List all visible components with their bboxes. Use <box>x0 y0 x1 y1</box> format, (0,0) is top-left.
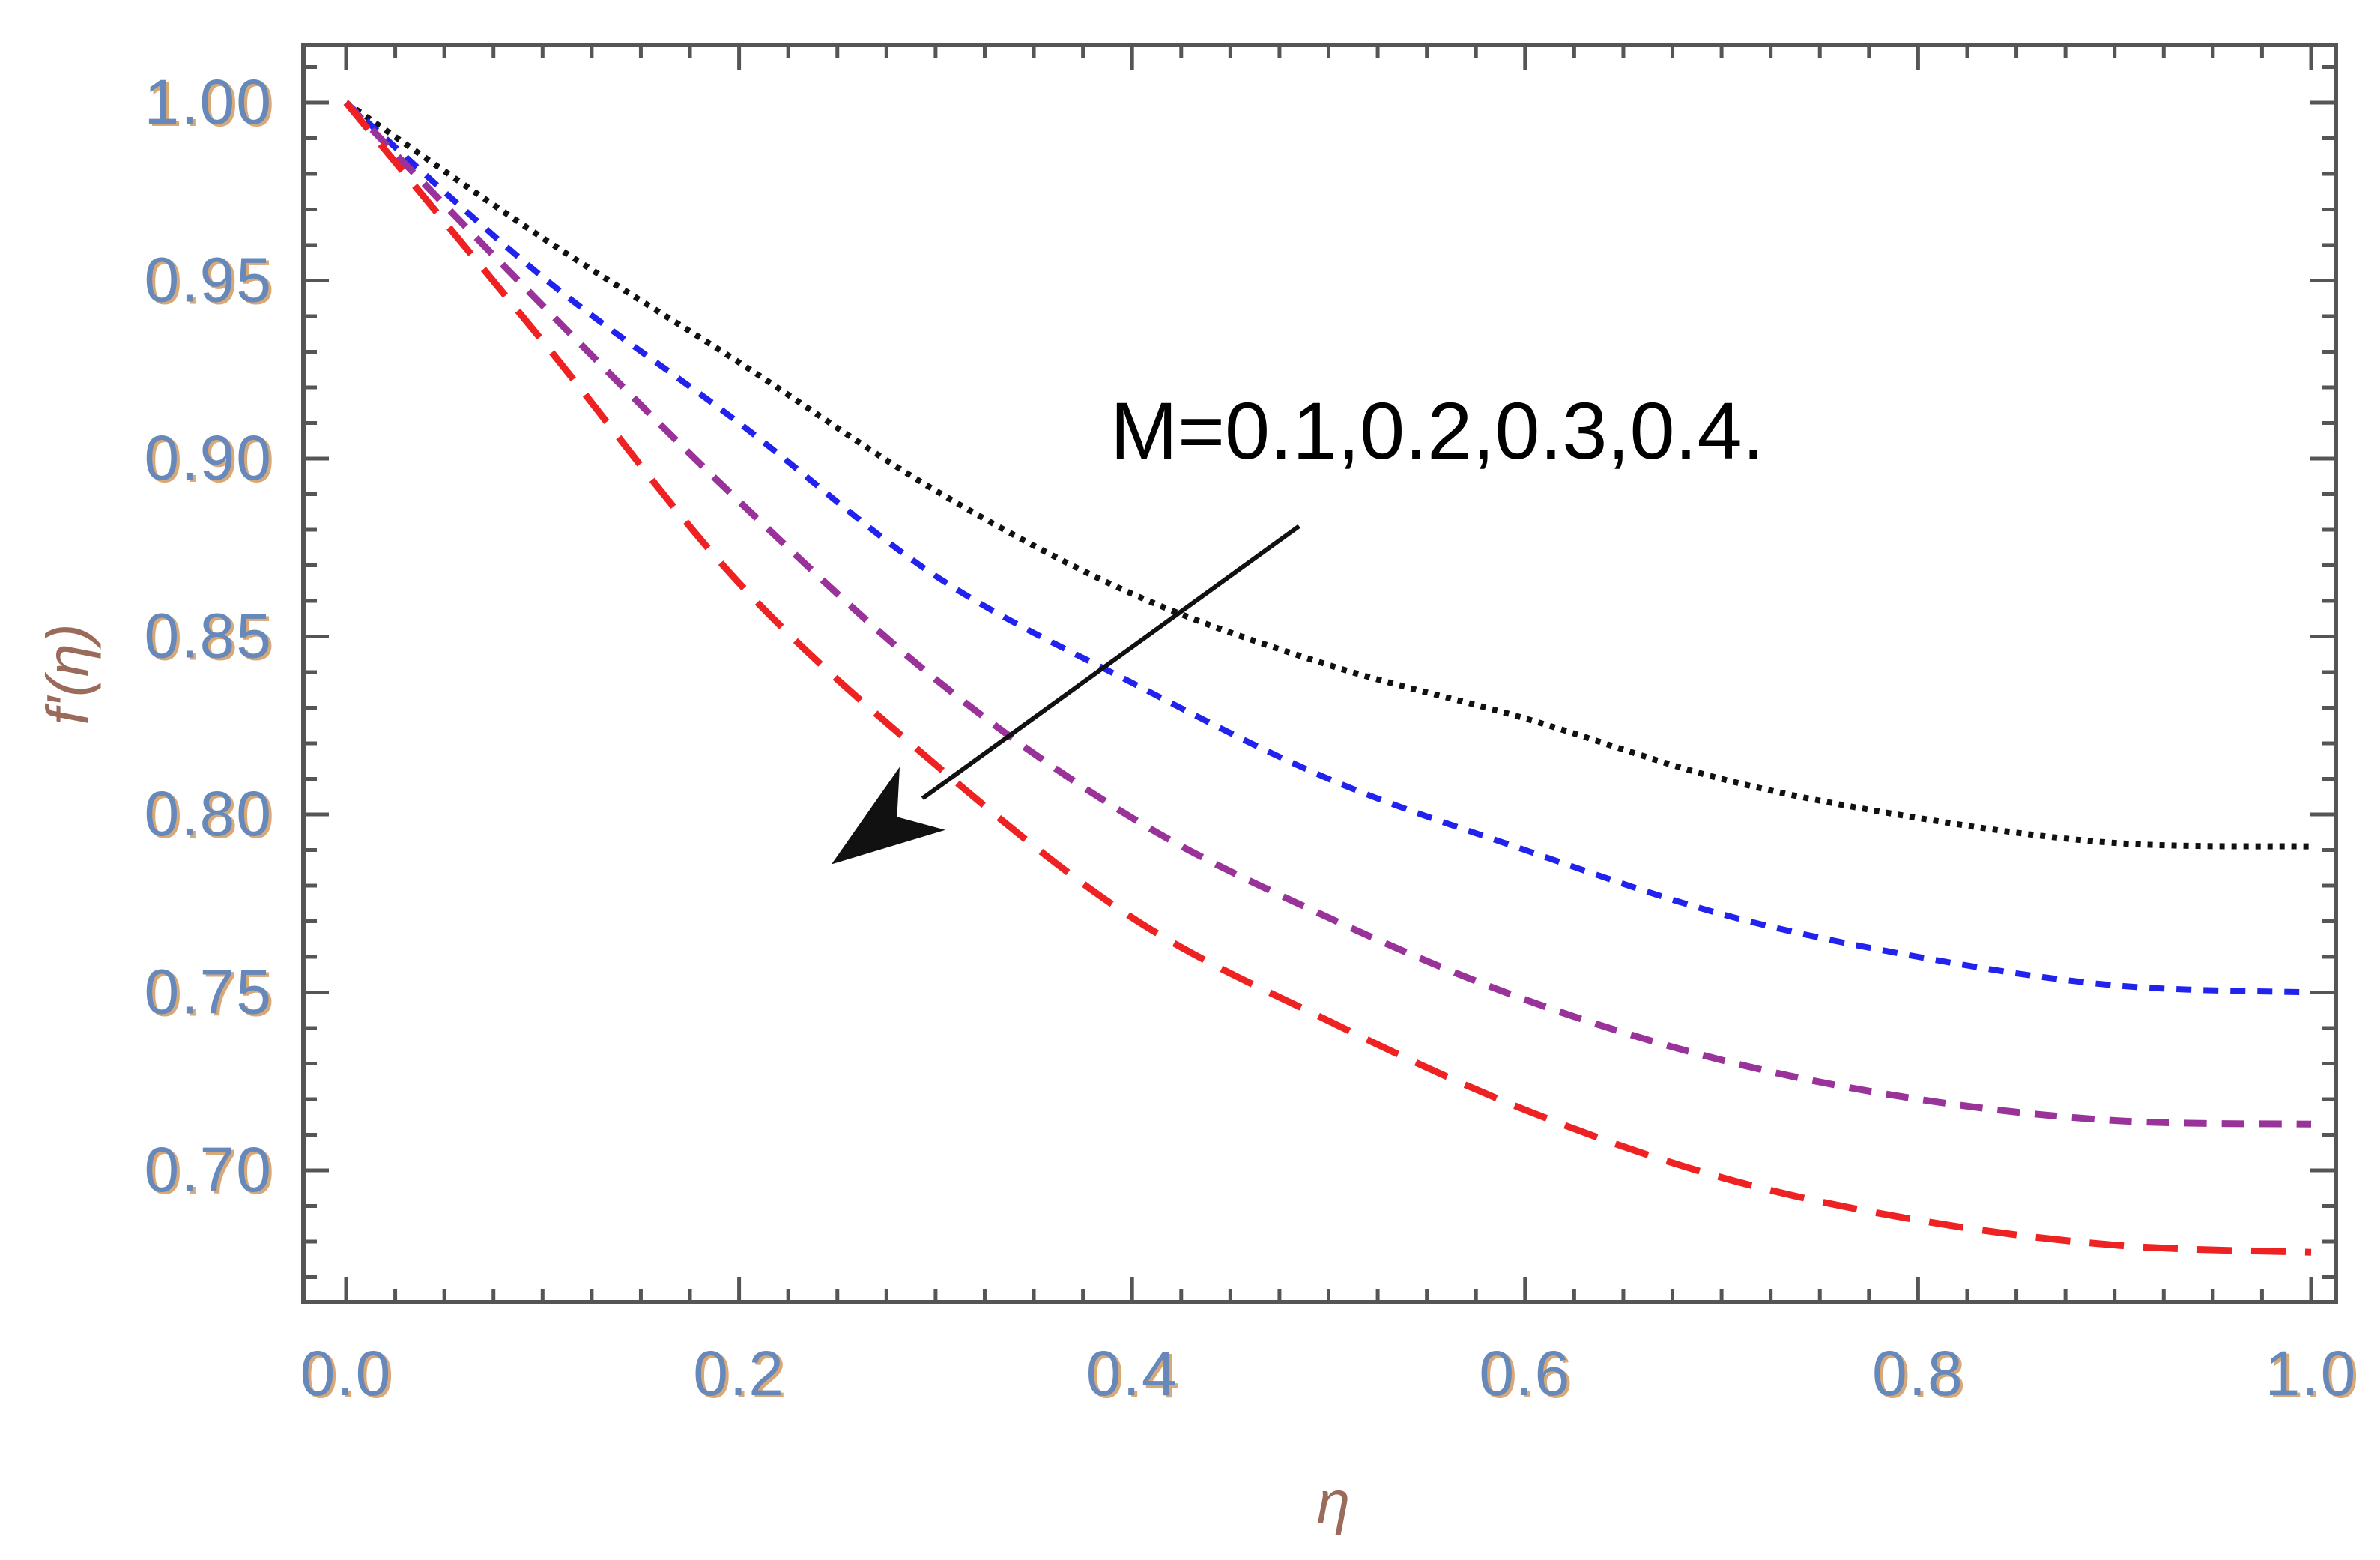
x-tick-label: 1.0 <box>2265 1338 2358 1409</box>
y-tick-label-shadow: 0.80 <box>148 781 276 851</box>
y-tick-label: 0.85 <box>145 601 273 671</box>
x-axis-ticks: 0.00.0 0.20.2 0.40.4 0.60.6 0.80.8 1.01.0 <box>300 45 2361 1411</box>
annotation-layer: M=0.1,0.2,0.3,0.4. <box>831 385 1765 865</box>
y-tick-label-shadow: 0.70 <box>148 1137 276 1207</box>
y-tick-label: 0.70 <box>145 1134 273 1205</box>
y-tick-label: 0.90 <box>145 423 273 493</box>
x-tick-label-shadow: 0.8 <box>1875 1340 1967 1411</box>
y-tick-label: 0.95 <box>145 245 273 315</box>
series-layer <box>343 100 2312 1256</box>
x-tick-label: 0.0 <box>300 1338 393 1409</box>
series-line-m-0-3 <box>343 100 2312 1128</box>
series-line-m-0-2 <box>344 100 2312 996</box>
y-axis-ticks: 0.700.700.750.750.800.800.850.850.900.90… <box>145 65 2336 1279</box>
x-tick-label-shadow: 0.0 <box>303 1340 396 1411</box>
x-axis-label: η <box>1317 1469 1350 1535</box>
annotation-arrow-head <box>831 767 945 865</box>
x-tick-label-shadow: 1.0 <box>2268 1340 2361 1411</box>
series-line-m-0-1 <box>344 100 2312 850</box>
x-tick-label-shadow: 0.6 <box>1482 1340 1574 1411</box>
annotation-arrow-shaft <box>921 524 1300 801</box>
annotation-label: M=0.1,0.2,0.3,0.4. <box>1110 385 1765 476</box>
y-tick-label-shadow: 0.75 <box>148 959 276 1030</box>
x-tick-label: 0.2 <box>693 1338 785 1409</box>
x-tick-label: 0.6 <box>1479 1338 1571 1409</box>
y-tick-label: 0.75 <box>145 957 273 1027</box>
x-tick-label-shadow: 0.2 <box>696 1340 788 1411</box>
y-tick-label-shadow: 0.95 <box>148 247 276 318</box>
y-tick-label-shadow: 1.00 <box>148 69 276 139</box>
series-line-m-0-4 <box>343 100 2312 1256</box>
x-tick-label-shadow: 0.4 <box>1089 1340 1181 1411</box>
y-tick-label-shadow: 0.90 <box>148 425 276 495</box>
axis-labels: η f'(η) <box>34 623 1350 1535</box>
y-tick-label-shadow: 0.85 <box>148 603 276 674</box>
y-axis-label: f'(η) <box>34 623 101 725</box>
x-tick-label: 0.8 <box>1872 1338 1964 1409</box>
x-tick-label: 0.4 <box>1086 1338 1178 1409</box>
y-tick-label: 1.00 <box>145 67 273 137</box>
y-tick-label: 0.80 <box>145 779 273 849</box>
